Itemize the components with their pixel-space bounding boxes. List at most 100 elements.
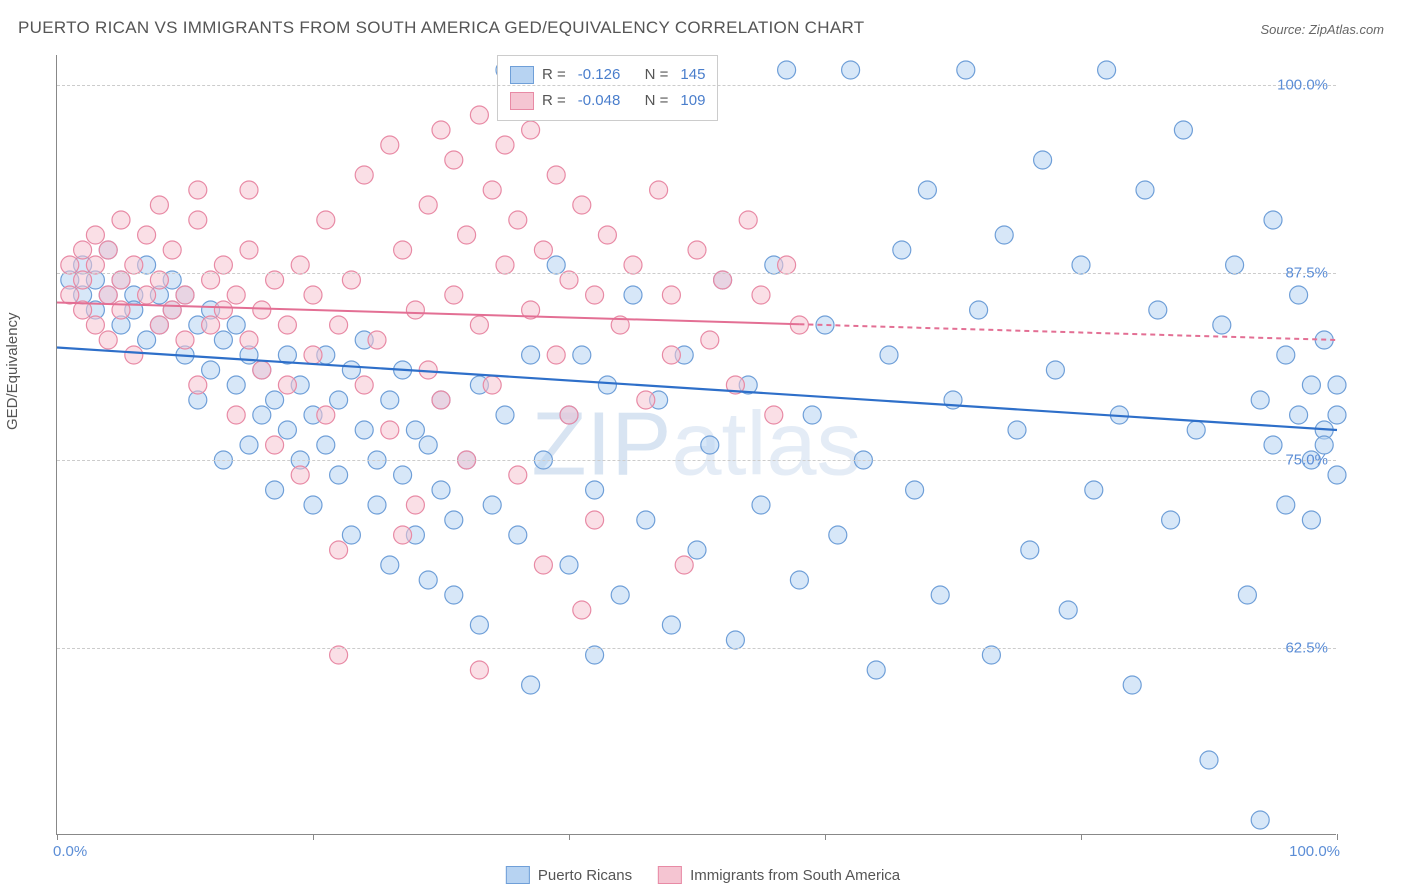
data-point [330, 466, 348, 484]
data-point [637, 511, 655, 529]
data-point [266, 481, 284, 499]
x-tick-mark [825, 834, 826, 840]
trend-line-dashed [799, 324, 1337, 340]
data-point [330, 391, 348, 409]
data-point [278, 316, 296, 334]
data-point [483, 181, 501, 199]
data-point [317, 211, 335, 229]
data-point [61, 286, 79, 304]
data-point [99, 331, 117, 349]
data-point [330, 646, 348, 664]
data-point [368, 331, 386, 349]
data-point [342, 526, 360, 544]
data-point [1123, 676, 1141, 694]
data-point [1213, 316, 1231, 334]
x-tick-mark [313, 834, 314, 840]
data-point [61, 256, 79, 274]
data-point [406, 421, 424, 439]
data-point [86, 316, 104, 334]
legend-item-series2: Immigrants from South America [658, 866, 900, 884]
chart-title: PUERTO RICAN VS IMMIGRANTS FROM SOUTH AM… [18, 18, 864, 38]
data-point [496, 406, 514, 424]
n-value-series2: 109 [680, 88, 705, 114]
data-point [1290, 406, 1308, 424]
data-point [227, 376, 245, 394]
x-tick-mark [569, 834, 570, 840]
data-point [790, 571, 808, 589]
data-point [189, 211, 207, 229]
data-point [138, 286, 156, 304]
stats-row-series2: R = -0.048 N = 109 [510, 88, 705, 114]
chart-area: ZIPatlas R = -0.126 N = 145 R = -0.048 N… [56, 55, 1336, 835]
data-point [419, 196, 437, 214]
data-point [1328, 406, 1346, 424]
data-point [496, 256, 514, 274]
data-point [202, 316, 220, 334]
data-point [394, 466, 412, 484]
data-point [266, 271, 284, 289]
data-point [752, 496, 770, 514]
data-point [957, 61, 975, 79]
data-point [202, 361, 220, 379]
data-point [138, 226, 156, 244]
data-point [726, 631, 744, 649]
data-point [906, 481, 924, 499]
data-point [458, 226, 476, 244]
data-point [355, 376, 373, 394]
data-point [330, 316, 348, 334]
data-point [1200, 751, 1218, 769]
data-point [470, 616, 488, 634]
data-point [547, 346, 565, 364]
data-point [253, 361, 271, 379]
data-point [714, 271, 732, 289]
data-point [99, 286, 117, 304]
data-point [688, 241, 706, 259]
data-point [534, 556, 552, 574]
data-point [176, 286, 194, 304]
data-point [317, 406, 335, 424]
data-point [470, 661, 488, 679]
data-point [419, 436, 437, 454]
data-point [125, 256, 143, 274]
data-point [470, 316, 488, 334]
data-point [1238, 586, 1256, 604]
data-point [86, 226, 104, 244]
gridline [57, 648, 1336, 649]
trend-line [57, 348, 1337, 431]
data-point [778, 61, 796, 79]
data-point [624, 256, 642, 274]
data-point [483, 496, 501, 514]
data-point [74, 271, 92, 289]
data-point [445, 151, 463, 169]
data-point [1098, 61, 1116, 79]
data-point [586, 646, 604, 664]
data-point [445, 511, 463, 529]
data-point [150, 316, 168, 334]
data-point [1264, 436, 1282, 454]
data-point [189, 181, 207, 199]
data-point [394, 526, 412, 544]
data-point [1226, 256, 1244, 274]
n-label: N = [645, 88, 669, 114]
data-point [701, 331, 719, 349]
data-point [842, 61, 860, 79]
y-axis-label: GED/Equivalency [4, 312, 21, 430]
scatter-plot [57, 55, 1336, 834]
data-point [419, 571, 437, 589]
data-point [394, 241, 412, 259]
bottom-legend: Puerto Ricans Immigrants from South Amer… [506, 866, 900, 884]
data-point [867, 661, 885, 679]
y-tick-label: 87.5% [1285, 264, 1328, 281]
data-point [1008, 421, 1026, 439]
data-point [586, 511, 604, 529]
data-point [214, 256, 232, 274]
data-point [739, 211, 757, 229]
stats-legend: R = -0.126 N = 145 R = -0.048 N = 109 [497, 55, 718, 121]
x-tick-mark [1337, 834, 1338, 840]
data-point [150, 196, 168, 214]
data-point [1085, 481, 1103, 499]
data-point [509, 466, 527, 484]
data-point [176, 331, 194, 349]
data-point [509, 211, 527, 229]
source-label: Source: ZipAtlas.com [1260, 22, 1384, 37]
